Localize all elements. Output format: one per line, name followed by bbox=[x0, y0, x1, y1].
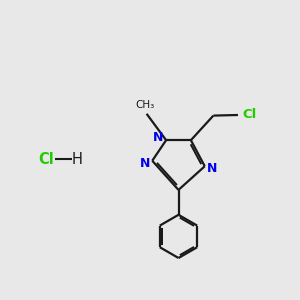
Text: N: N bbox=[140, 157, 150, 169]
Text: N: N bbox=[152, 131, 163, 144]
Text: H: H bbox=[72, 152, 83, 166]
Text: Cl: Cl bbox=[242, 109, 256, 122]
Text: N: N bbox=[207, 162, 217, 175]
Text: CH₃: CH₃ bbox=[136, 100, 155, 110]
Text: Cl: Cl bbox=[39, 152, 54, 166]
